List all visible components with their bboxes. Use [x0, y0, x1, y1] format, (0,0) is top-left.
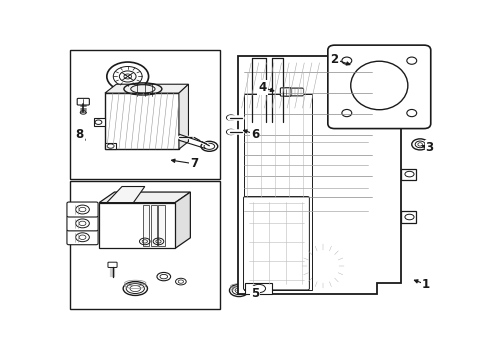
FancyBboxPatch shape	[67, 216, 98, 231]
Bar	[158, 205, 165, 246]
Polygon shape	[105, 143, 116, 149]
Polygon shape	[105, 93, 179, 149]
Polygon shape	[107, 186, 145, 203]
Text: 2: 2	[331, 53, 339, 66]
Polygon shape	[179, 84, 189, 149]
Text: 6: 6	[251, 128, 259, 141]
Bar	[151, 205, 157, 246]
Bar	[143, 205, 149, 246]
Polygon shape	[175, 192, 190, 248]
FancyBboxPatch shape	[108, 262, 117, 267]
Polygon shape	[244, 94, 312, 290]
Text: 1: 1	[422, 278, 430, 291]
Bar	[70, 50, 220, 179]
FancyBboxPatch shape	[67, 202, 98, 217]
Text: 8: 8	[75, 128, 84, 141]
FancyBboxPatch shape	[67, 230, 98, 245]
Bar	[70, 181, 220, 309]
Bar	[401, 168, 416, 180]
FancyBboxPatch shape	[328, 45, 431, 129]
FancyBboxPatch shape	[280, 88, 291, 96]
Polygon shape	[245, 283, 272, 294]
FancyBboxPatch shape	[244, 197, 309, 290]
Text: 3: 3	[425, 141, 434, 154]
FancyBboxPatch shape	[77, 98, 89, 105]
Polygon shape	[99, 192, 190, 203]
Polygon shape	[105, 84, 189, 93]
Polygon shape	[238, 56, 401, 294]
Polygon shape	[94, 118, 105, 126]
FancyBboxPatch shape	[285, 88, 303, 96]
Text: 5: 5	[251, 287, 259, 300]
Bar	[401, 211, 416, 222]
Text: 7: 7	[190, 157, 198, 170]
Polygon shape	[99, 203, 175, 248]
Text: 4: 4	[258, 81, 267, 94]
